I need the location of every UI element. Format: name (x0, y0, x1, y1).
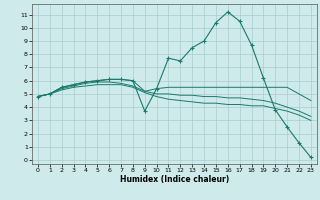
X-axis label: Humidex (Indice chaleur): Humidex (Indice chaleur) (120, 175, 229, 184)
